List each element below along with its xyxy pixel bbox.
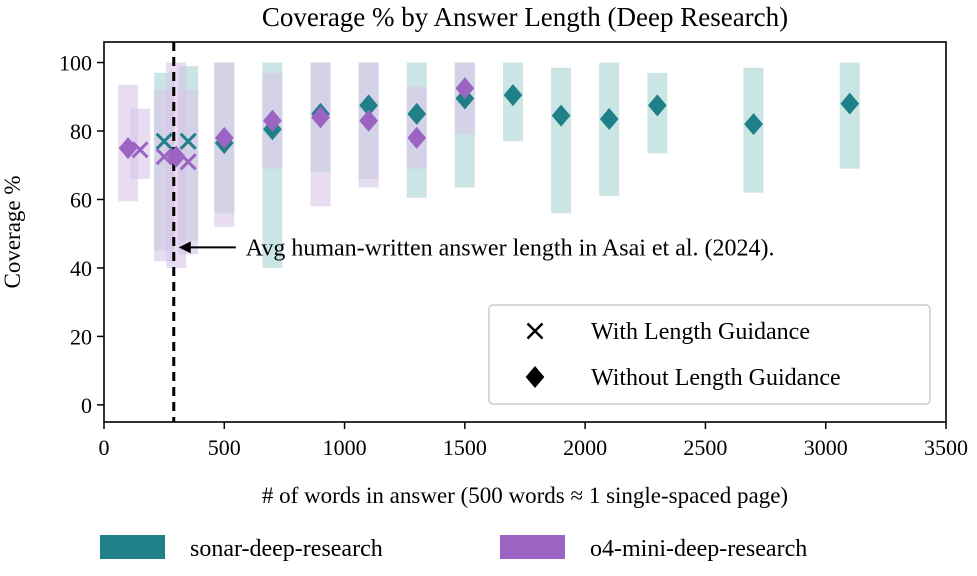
y-axis-label: Coverage % xyxy=(0,175,25,288)
diamond-marker xyxy=(744,113,763,136)
diamond-marker xyxy=(407,102,427,125)
annotation-text: Avg human-written answer length in Asai … xyxy=(246,235,775,261)
y-tick-label: 40 xyxy=(70,256,92,281)
diamond-marker xyxy=(166,145,186,168)
series-legend-swatch xyxy=(500,535,565,559)
x-marker-stroke xyxy=(155,148,173,166)
x-marker xyxy=(155,132,173,150)
x-tick-label: 1500 xyxy=(443,435,487,460)
x-marker-stroke xyxy=(179,153,197,171)
chart-title: Coverage % by Answer Length (Deep Resear… xyxy=(262,2,788,32)
annotation-arrow-head xyxy=(178,241,191,254)
x-tick-label: 3500 xyxy=(924,435,968,460)
y-tick-label: 80 xyxy=(70,119,92,144)
diamond-marker xyxy=(311,106,330,129)
series-legend-swatch xyxy=(100,535,165,559)
axes-frame xyxy=(103,41,947,423)
x-tick-label: 0 xyxy=(99,435,110,460)
x-tick-label: 2000 xyxy=(563,435,607,460)
x-marker xyxy=(131,141,149,159)
marker-legend-box xyxy=(488,304,931,405)
diamond-marker xyxy=(359,109,378,132)
diamond-marker xyxy=(214,126,234,149)
x-marker-stroke xyxy=(155,132,173,150)
legend-entry-label: Without Length Guidance xyxy=(591,365,841,391)
marker-legend: With Length Guidance Without Length Guida… xyxy=(488,304,931,405)
range-band xyxy=(310,62,331,207)
x-tick-label: 1000 xyxy=(323,435,367,460)
diamond-marker xyxy=(840,92,860,115)
diamond-marker xyxy=(551,104,571,127)
y-tick-label: 100 xyxy=(59,51,92,76)
x-tick-label: 2500 xyxy=(683,435,727,460)
y-tick-label: 20 xyxy=(70,324,92,349)
diamond-marker xyxy=(263,109,282,132)
diamond-marker xyxy=(407,126,427,149)
diamond-marker xyxy=(647,94,667,117)
x-marker-stroke xyxy=(131,141,149,159)
x-marker xyxy=(179,132,197,150)
diamond-marker xyxy=(503,84,523,107)
y-tick-label: 0 xyxy=(81,393,92,418)
legend-x-icon xyxy=(526,322,544,340)
series-legend: sonar-deep-research o4-mini-deep-research xyxy=(100,535,807,562)
plot-area: Avg human-written answer length in Asai … xyxy=(59,41,968,460)
y-tick-label: 60 xyxy=(70,187,92,212)
diamond-marker xyxy=(599,108,619,131)
range-band xyxy=(839,62,860,169)
series-legend-label: sonar-deep-research xyxy=(190,536,383,562)
legend-entry-label: With Length Guidance xyxy=(591,319,810,345)
x-marker-stroke xyxy=(179,132,197,150)
diamond-marker xyxy=(359,94,378,117)
series-legend-label: o4-mini-deep-research xyxy=(590,536,807,562)
x-tick-label: 500 xyxy=(208,435,241,460)
x-axis-label: # of words in answer (500 words ≈ 1 sing… xyxy=(262,483,788,508)
legend-diamond-icon xyxy=(525,366,545,388)
x-tick-label: 3000 xyxy=(804,435,848,460)
diamond-marker xyxy=(455,77,475,100)
range-band xyxy=(551,67,572,214)
x-marker xyxy=(155,148,173,166)
diamond-marker xyxy=(118,137,138,160)
